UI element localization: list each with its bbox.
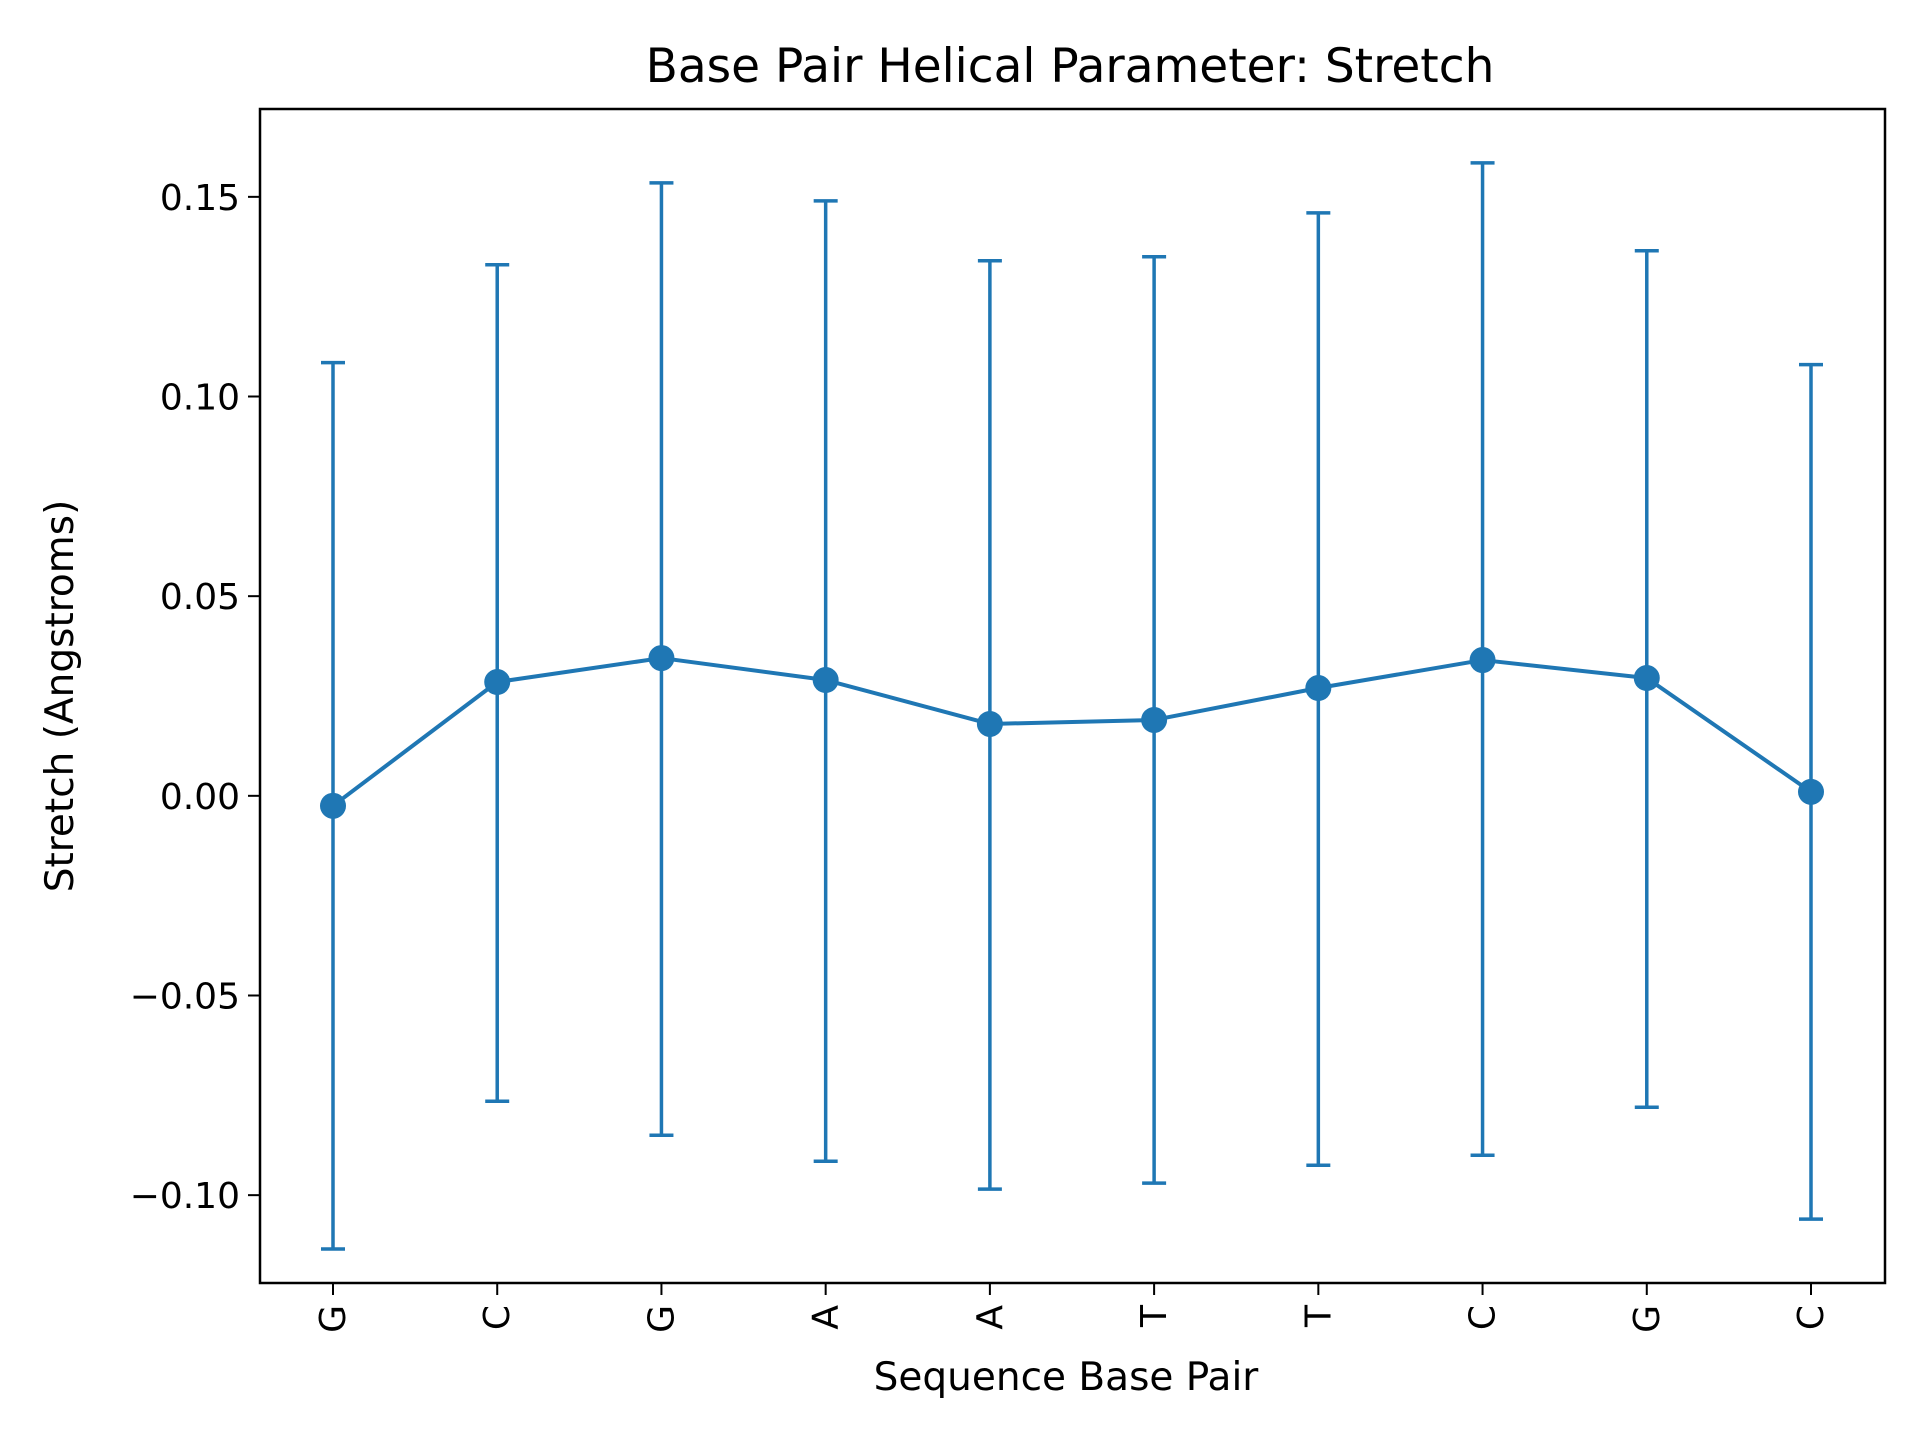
axes-frame <box>258 107 1887 1285</box>
x-tick-label: G <box>313 1305 354 1333</box>
x-tick-label: T <box>1298 1304 1339 1328</box>
y-tick-label: 0.00 <box>160 777 240 818</box>
y-tick-label: 0.05 <box>160 577 240 618</box>
y-tick-label: −0.05 <box>130 976 240 1017</box>
series-line <box>331 656 1813 808</box>
x-tick-label: A <box>970 1305 1011 1330</box>
y-tick-label: 0.15 <box>160 178 240 219</box>
data-point <box>1798 778 1824 805</box>
data-point <box>812 667 839 694</box>
x-tick-label: G <box>641 1305 682 1333</box>
data-point <box>648 645 675 672</box>
chart-title: Base Pair Helical Parameter: Stretch <box>646 39 1495 94</box>
data-point <box>320 792 346 819</box>
y-axis-label: Stretch (Angstroms) <box>38 500 83 893</box>
y-tick-label: −0.10 <box>130 1176 240 1217</box>
plot-area <box>320 161 1824 1251</box>
x-tick-label: T <box>1134 1304 1175 1328</box>
data-point <box>1469 647 1496 674</box>
x-tick-label: C <box>1463 1305 1504 1330</box>
data-point <box>1305 675 1332 702</box>
data-point <box>1633 665 1660 692</box>
data-point <box>976 710 1003 737</box>
y-tick-label: 0.10 <box>160 378 240 419</box>
x-axis-label: Sequence Base Pair <box>874 1355 1260 1400</box>
x-tick-label: C <box>1791 1305 1832 1330</box>
data-point <box>484 669 511 696</box>
y-axis: −0.10 −0.05 0.00 0.05 0.10 0.15 <box>130 178 260 1217</box>
data-point <box>1141 706 1168 733</box>
x-tick-label: G <box>1627 1305 1668 1333</box>
x-tick-label: A <box>806 1305 847 1330</box>
x-tick-label: C <box>477 1305 518 1330</box>
